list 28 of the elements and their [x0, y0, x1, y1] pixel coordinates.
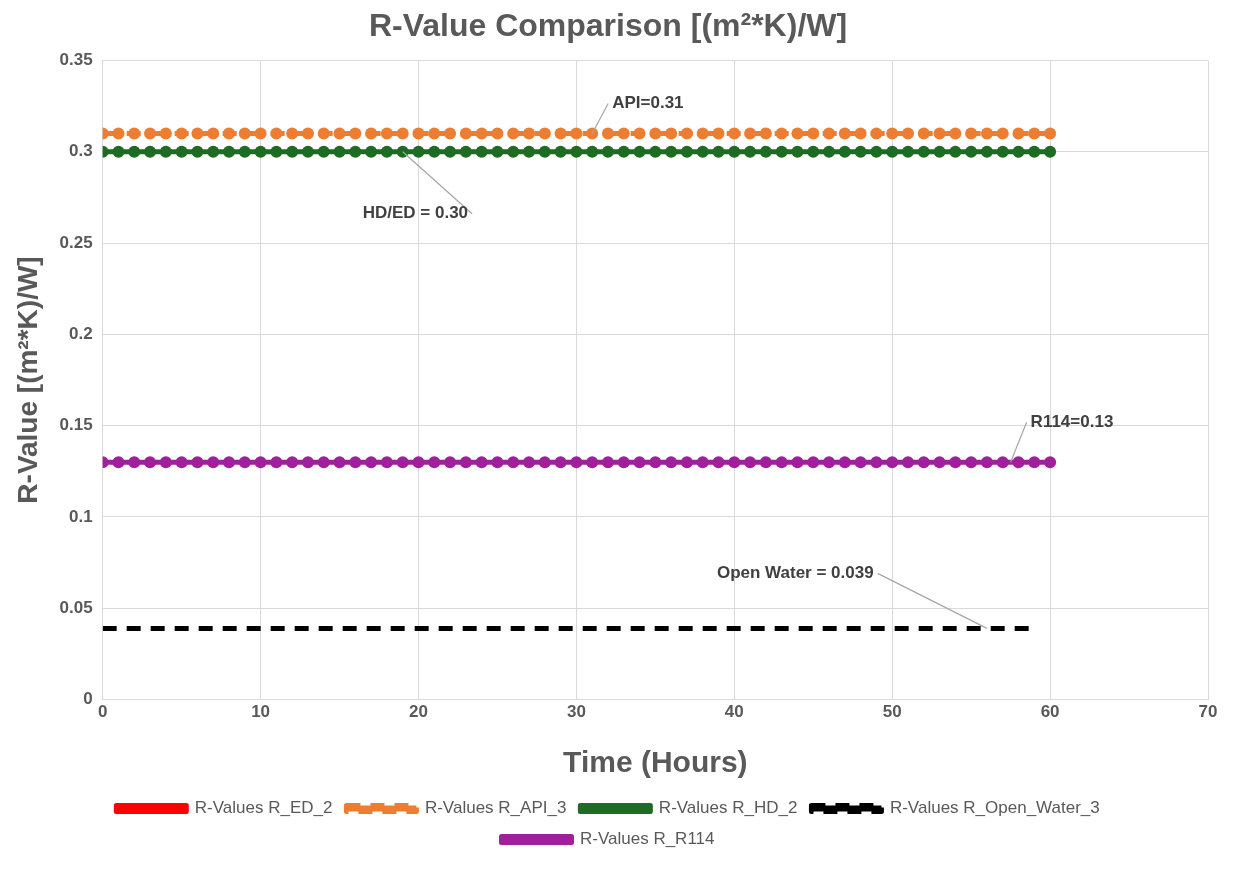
y-tick-label: 0 — [83, 689, 93, 709]
y-tick-label: 0.05 — [59, 597, 93, 617]
y-axis-title: R-Value [(m²*K)/W] — [11, 256, 43, 504]
x-tick-label: 60 — [1040, 702, 1060, 722]
chart-title: R-Value Comparison [(m²*K)/W] — [368, 7, 848, 44]
x-tick-label: 70 — [1198, 702, 1218, 722]
y-tick-label: 0.1 — [69, 506, 93, 526]
annotation: HD/ED = 0.30 — [362, 203, 469, 223]
y-tick-label: 0.2 — [69, 324, 93, 344]
legend-label: R-Values R_R114 — [580, 829, 715, 849]
y-tick-label: 0.25 — [59, 232, 93, 252]
annotation: API=0.31 — [612, 93, 684, 113]
legend-label: R-Values R_ED_2 — [194, 798, 333, 818]
annotation: R114=0.13 — [1030, 411, 1114, 431]
x-tick-label: 50 — [882, 702, 902, 722]
x-tick-label: 30 — [566, 702, 586, 722]
y-tick-label: 0.3 — [69, 141, 93, 161]
x-tick-label: 0 — [97, 702, 108, 722]
annotation: Open Water = 0.039 — [716, 563, 874, 583]
legend-label: R-Values R_Open_Water_3 — [889, 798, 1100, 818]
x-tick-label: 20 — [409, 702, 428, 722]
x-tick-label: 10 — [251, 702, 271, 722]
y-tick-label: 0.15 — [59, 415, 93, 435]
legend-label: R-Values R_API_3 — [424, 798, 567, 818]
x-tick-label: 40 — [724, 702, 744, 722]
y-tick-label: 0.35 — [59, 50, 93, 70]
legend-label: R-Values R_HD_2 — [658, 798, 798, 818]
x-axis-title: Time (Hours) — [563, 745, 748, 779]
